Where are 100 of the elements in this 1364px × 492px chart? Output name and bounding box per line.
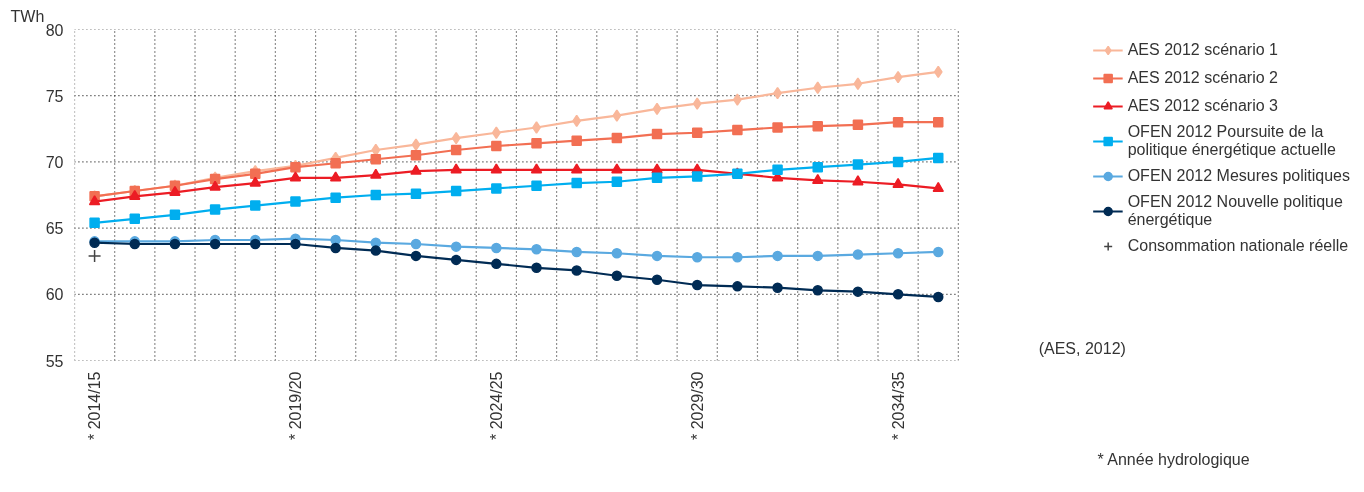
point — [209, 238, 221, 250]
point — [812, 285, 823, 296]
point — [892, 289, 904, 300]
point — [811, 173, 824, 185]
point — [410, 164, 422, 175]
point — [852, 159, 864, 170]
point — [812, 120, 823, 132]
point — [491, 140, 502, 152]
point — [169, 185, 181, 196]
point — [813, 81, 823, 95]
point — [451, 131, 461, 145]
point — [450, 241, 462, 252]
legend-label: AES 2012 scénario 3 — [1127, 96, 1278, 116]
point — [570, 163, 583, 174]
point — [691, 251, 703, 263]
x-tick-label: * 2014/15 — [86, 371, 104, 441]
point — [410, 250, 422, 262]
point — [571, 135, 582, 146]
point — [691, 127, 703, 139]
point — [852, 249, 864, 260]
y-tick-label: 55 — [45, 352, 64, 370]
point — [612, 109, 622, 122]
legend-label: OFEN 2012 Poursuite de la politique énergétique actuelle — [1127, 123, 1336, 159]
point — [370, 168, 382, 179]
point — [450, 163, 462, 174]
point — [87, 249, 102, 263]
point — [530, 163, 543, 174]
point — [933, 291, 944, 303]
point — [852, 175, 864, 186]
y-tick-label: 80 — [45, 21, 64, 39]
point — [892, 156, 904, 168]
point — [169, 209, 181, 221]
point — [611, 132, 623, 144]
point — [852, 119, 864, 131]
point — [732, 124, 743, 136]
point — [491, 242, 502, 254]
point — [491, 126, 501, 140]
point — [933, 152, 944, 164]
point — [290, 238, 301, 250]
point — [531, 180, 542, 191]
point — [611, 176, 623, 188]
point — [691, 279, 703, 291]
point — [933, 246, 944, 258]
point — [410, 150, 422, 161]
point — [209, 180, 221, 191]
point — [892, 248, 904, 259]
point — [611, 163, 623, 174]
point — [892, 177, 904, 189]
text: * Année hydrologique — [1097, 450, 1250, 468]
legend-label: AES 2012 scénario 2 — [1127, 68, 1278, 88]
x-tick-label: * 2034/35 — [889, 371, 907, 441]
point — [932, 181, 945, 193]
legend-label: AES 2012 scénario 1 — [1127, 40, 1278, 60]
point — [933, 116, 944, 128]
point — [651, 274, 663, 285]
point — [651, 172, 663, 184]
point — [651, 250, 663, 262]
point — [250, 200, 261, 211]
point — [129, 213, 141, 225]
point — [290, 196, 301, 207]
point — [571, 177, 582, 189]
point — [330, 192, 341, 203]
legend-label: Consommation nationale réelle — [1127, 236, 1349, 256]
y-tick-label: 70 — [45, 153, 64, 171]
point — [88, 195, 101, 206]
point — [450, 185, 462, 197]
point — [933, 65, 943, 79]
point — [329, 171, 342, 182]
point — [411, 138, 421, 151]
point — [772, 250, 783, 262]
point — [692, 97, 702, 110]
y-axis-title: TWh — [10, 7, 45, 25]
y-tick-label: 75 — [45, 87, 64, 105]
x-tick-label: * 2024/25 — [487, 371, 505, 441]
point — [450, 144, 462, 156]
point — [250, 238, 261, 250]
point — [531, 244, 542, 255]
point — [330, 242, 341, 254]
x-tick-label: * 2019/20 — [286, 371, 304, 441]
point — [611, 270, 623, 282]
point — [531, 138, 542, 149]
point — [370, 154, 382, 165]
y-tick-label: 60 — [45, 286, 64, 304]
x-tick-label: * 2029/30 — [688, 371, 706, 441]
text: (AES, 2012) — [1038, 339, 1126, 357]
point — [652, 102, 662, 116]
point — [491, 183, 502, 194]
point — [129, 189, 141, 200]
point — [651, 163, 663, 174]
point — [732, 93, 742, 106]
point — [531, 262, 542, 274]
point — [330, 157, 341, 169]
point — [732, 281, 743, 292]
point — [772, 122, 783, 133]
point — [651, 128, 663, 140]
point — [852, 286, 864, 297]
point — [893, 70, 903, 84]
point — [250, 168, 261, 180]
point — [611, 248, 623, 259]
point — [209, 204, 221, 215]
